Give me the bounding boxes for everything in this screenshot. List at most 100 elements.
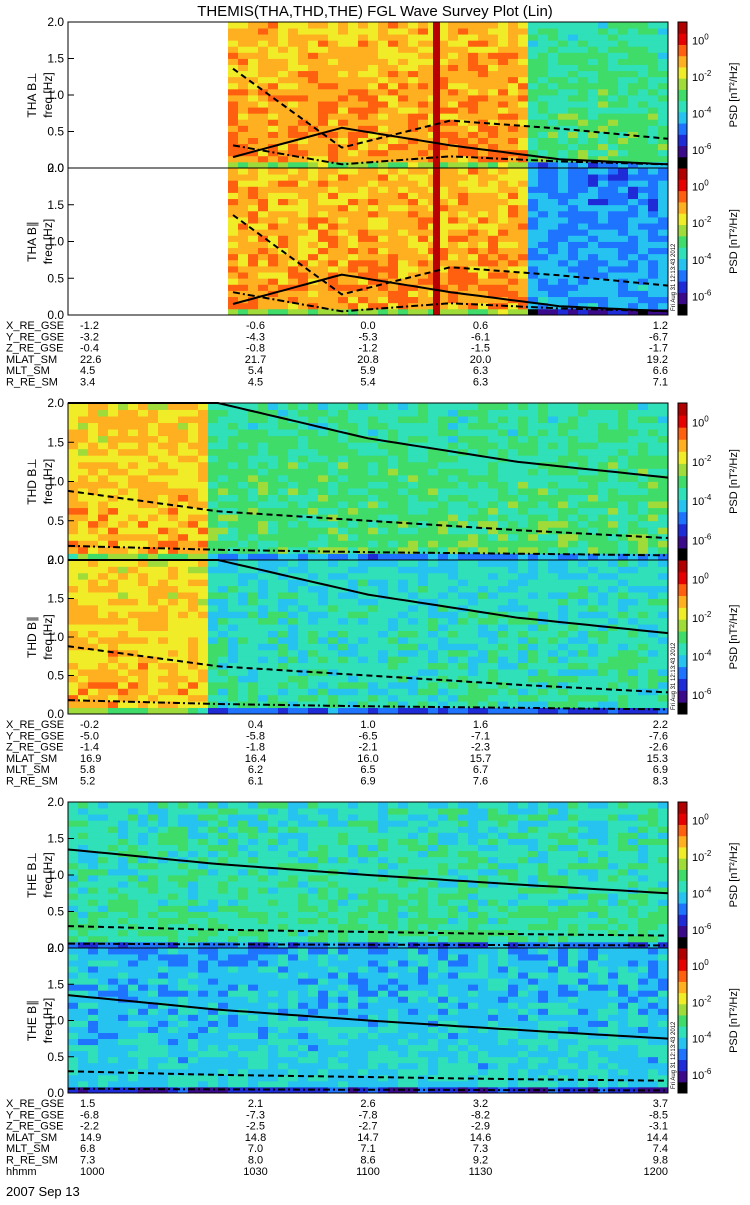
spectrogram-cell — [308, 410, 318, 417]
spectrogram-cell — [98, 599, 108, 606]
spectrogram-cell — [508, 65, 518, 71]
spectrogram-cell — [198, 501, 208, 508]
spectrogram-cell — [648, 303, 658, 310]
spectrogram-cell — [198, 540, 208, 547]
spectrogram-cell — [298, 708, 308, 715]
spectrogram-cell — [588, 410, 598, 417]
spectrogram-cell — [258, 534, 268, 541]
spectrogram-cell — [628, 242, 638, 249]
spectrogram-cell — [438, 566, 448, 573]
spectrogram-cell — [388, 174, 398, 181]
spectrogram-cell — [588, 46, 598, 52]
spectrogram-cell — [598, 669, 608, 676]
spectrogram-cell — [138, 637, 148, 644]
spectrogram-cell — [138, 579, 148, 586]
spectrogram-cell — [418, 46, 428, 52]
spectrogram-cell — [578, 242, 588, 249]
spectrogram-cell — [498, 624, 508, 631]
spectrogram-cell — [628, 235, 638, 242]
spectrogram-cell — [368, 611, 378, 618]
spectrogram-cell — [468, 508, 478, 515]
spectrogram-cell — [428, 410, 438, 417]
spectrogram-cell — [468, 540, 478, 547]
spectrogram-cell — [428, 429, 438, 436]
spectrogram-cell — [468, 34, 478, 40]
spectrogram-cell — [578, 592, 588, 599]
spectrogram-cell — [538, 676, 548, 683]
spectrogram-cell — [478, 205, 488, 212]
spectrogram-cell — [348, 611, 358, 618]
spectrogram-cell — [318, 77, 328, 83]
spectrogram-cell — [448, 229, 458, 236]
spectrogram-cell — [638, 229, 648, 236]
spectrogram-cell — [328, 560, 338, 567]
spectrogram-cell — [488, 211, 498, 218]
spectrogram-cell — [588, 423, 598, 430]
spectrogram-cell — [78, 482, 88, 489]
spectrogram-cell — [528, 495, 538, 502]
spectrogram-cell — [468, 138, 478, 144]
spectrogram-cell — [638, 28, 648, 34]
spectrogram-cell — [528, 71, 538, 77]
y-axis-label-component: THA B∥ — [25, 221, 39, 262]
spectrogram-cell — [108, 508, 118, 515]
spectrogram-cell — [328, 83, 338, 89]
spectrogram-cell — [548, 71, 558, 77]
spectrogram-cell — [308, 695, 318, 702]
spectrogram-cell — [98, 547, 108, 554]
spectrogram-cell — [598, 144, 608, 150]
spectrogram-cell — [448, 40, 458, 46]
spectrogram-cell — [638, 71, 648, 77]
spectrogram-cell — [98, 514, 108, 521]
spectrogram-cell — [458, 150, 468, 156]
spectrogram-cell — [308, 40, 318, 46]
spectrogram-cell — [638, 59, 648, 65]
spectrogram-cell — [248, 65, 258, 71]
spectrogram-cell — [338, 643, 348, 650]
spectrogram-cell — [578, 534, 588, 541]
spectrogram-cell — [308, 540, 318, 547]
spectrogram-cell — [308, 643, 318, 650]
spectrogram-cell — [378, 95, 388, 101]
spectrogram-cell — [218, 592, 228, 599]
spectrogram-cell — [608, 65, 618, 71]
spectrogram-cell — [238, 611, 248, 618]
spectrogram-cell — [248, 560, 258, 567]
spectrogram-cell — [508, 475, 518, 482]
spectrogram-cell — [538, 89, 548, 95]
spectrogram-cell — [178, 695, 188, 702]
spectrogram-cell — [508, 278, 518, 285]
spectrogram-cell — [658, 180, 668, 187]
spectrogram-cell — [428, 423, 438, 430]
spectrogram-cell — [648, 242, 658, 249]
spectrogram-cell — [478, 46, 488, 52]
spectrogram-cell — [518, 254, 528, 261]
spectrogram-cell — [518, 211, 528, 218]
spectrogram-cell — [558, 475, 568, 482]
spectrogram-cell — [398, 688, 408, 695]
spectrogram-cell — [218, 611, 228, 618]
spectrogram-cell — [268, 248, 278, 255]
spectrogram-cell — [518, 83, 528, 89]
spectrogram-cell — [588, 65, 598, 71]
spectrogram-cell — [218, 579, 228, 586]
spectrogram-cell — [168, 534, 178, 541]
spectrogram-cell — [488, 643, 498, 650]
spectrogram-cell — [578, 586, 588, 593]
spectrogram-cell — [508, 688, 518, 695]
spectrogram-cell — [308, 521, 318, 528]
spectrogram-cell — [568, 468, 578, 475]
spectrogram-cell — [468, 436, 478, 443]
spectrogram-cell — [348, 186, 358, 193]
spectrogram-cell — [458, 199, 468, 206]
spectrogram-cell — [348, 205, 358, 212]
spectrogram-cell — [388, 527, 398, 534]
spectrogram-cell — [648, 223, 658, 230]
spectrogram-cell — [228, 527, 238, 534]
spectrogram-cell — [598, 637, 608, 644]
spectrogram-cell — [308, 89, 318, 95]
spectrogram-cell — [558, 495, 568, 502]
spectrogram-cell — [248, 527, 258, 534]
spectrogram-cell — [308, 138, 318, 144]
spectrogram-cell — [158, 624, 168, 631]
